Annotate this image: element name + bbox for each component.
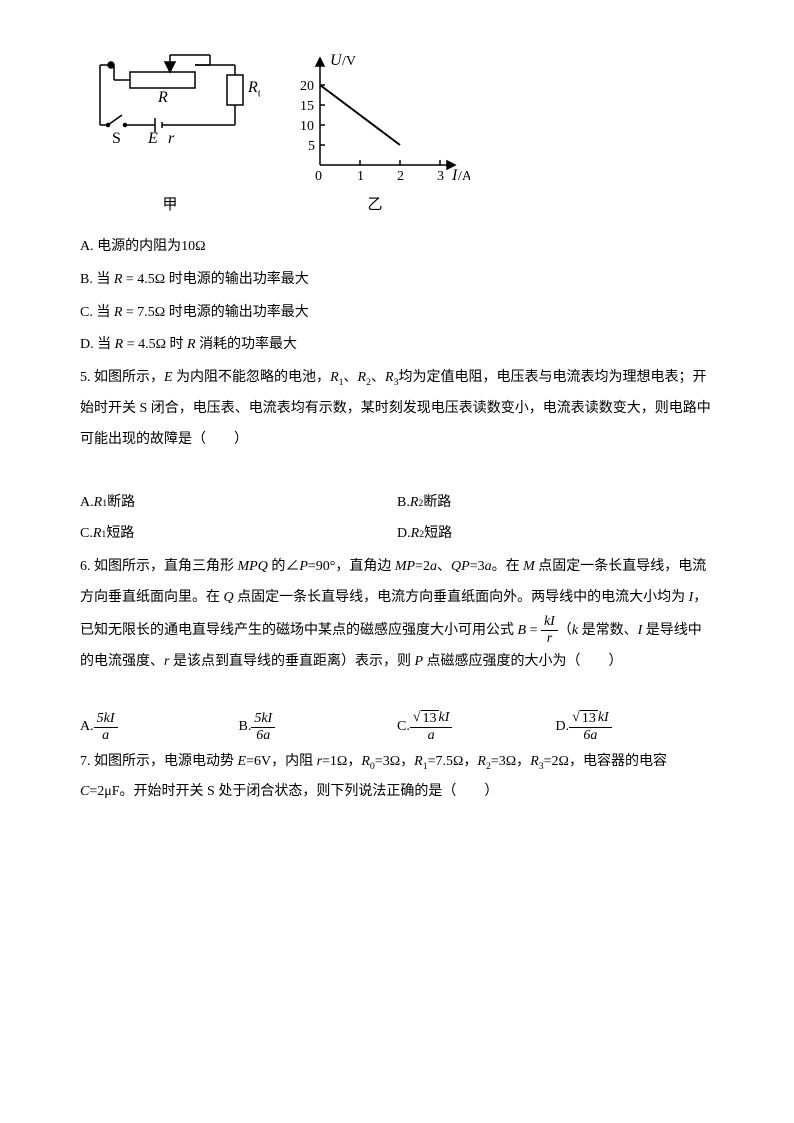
svg-text:/V: /V xyxy=(342,54,356,69)
q5-text: 5. 如图所示，E 为内阻不能忽略的电池，R1、R2、R3均为定值电阻，电压表与… xyxy=(80,363,714,455)
svg-text:5: 5 xyxy=(308,139,315,154)
svg-text:/A: /A xyxy=(458,169,470,184)
q6-option-c: C. 13kIa xyxy=(397,710,556,744)
q5-option-d: D. R2短路 xyxy=(397,519,714,550)
svg-text:0: 0 xyxy=(315,169,322,184)
circuit-caption: 甲 xyxy=(162,189,177,222)
q5-option-a: A. R1断路 xyxy=(80,488,397,519)
q5-options: A. R1断路 B. R2断路 C. R1短路 D. R2短路 xyxy=(80,488,714,550)
svg-text:3: 3 xyxy=(437,169,444,184)
graph-svg: U/V I/A 5 10 15 20 0 1 2 3 xyxy=(280,50,470,185)
q6-options: A. 5kIa B. 5kI6a C. 13kIa D. 13kI6a xyxy=(80,710,714,744)
circuit-svg: R R 0 S E r xyxy=(80,50,260,185)
svg-text:0: 0 xyxy=(258,88,260,100)
svg-text:1: 1 xyxy=(357,169,364,184)
svg-text:S: S xyxy=(112,130,121,147)
q6-text: 6. 如图所示，直角三角形 MPQ 的∠P=90°，直角边 MP=2a、QP=3… xyxy=(80,552,714,678)
svg-text:R: R xyxy=(157,89,168,106)
q5-option-b: B. R2断路 xyxy=(397,488,714,519)
q4-option-b: B. 当 R = 4.5Ω 时电源的输出功率最大 xyxy=(80,265,714,296)
q4-option-a: A. 电源的内阻为10Ω xyxy=(80,232,714,263)
svg-text:E: E xyxy=(147,130,158,147)
svg-text:I: I xyxy=(451,167,458,184)
svg-text:2: 2 xyxy=(397,169,404,184)
q5-option-c: C. R1短路 xyxy=(80,519,397,550)
q6-option-a: A. 5kIa xyxy=(80,710,239,744)
svg-text:10: 10 xyxy=(300,119,314,134)
q6-option-d: D. 13kI6a xyxy=(556,710,715,744)
q4-option-c: C. 当 R = 7.5Ω 时电源的输出功率最大 xyxy=(80,298,714,329)
circuit-figure: R R 0 S E r 甲 xyxy=(80,50,260,222)
q6-option-b: B. 5kI6a xyxy=(239,710,398,744)
figures-row: R R 0 S E r 甲 U/V xyxy=(80,50,714,222)
graph-figure: U/V I/A 5 10 15 20 0 1 2 3 乙 xyxy=(280,50,470,222)
q4-option-d: D. 当 R = 4.5Ω 时 R 消耗的功率最大 xyxy=(80,330,714,361)
svg-text:15: 15 xyxy=(300,99,314,114)
svg-text:r: r xyxy=(168,130,175,147)
svg-text:R: R xyxy=(247,79,258,96)
q7-text: 7. 如图所示，电源电动势 E=6V，内阻 r=1Ω，R0=3Ω，R1=7.5Ω… xyxy=(80,747,714,809)
svg-text:20: 20 xyxy=(300,79,314,94)
graph-caption: 乙 xyxy=(367,189,382,222)
